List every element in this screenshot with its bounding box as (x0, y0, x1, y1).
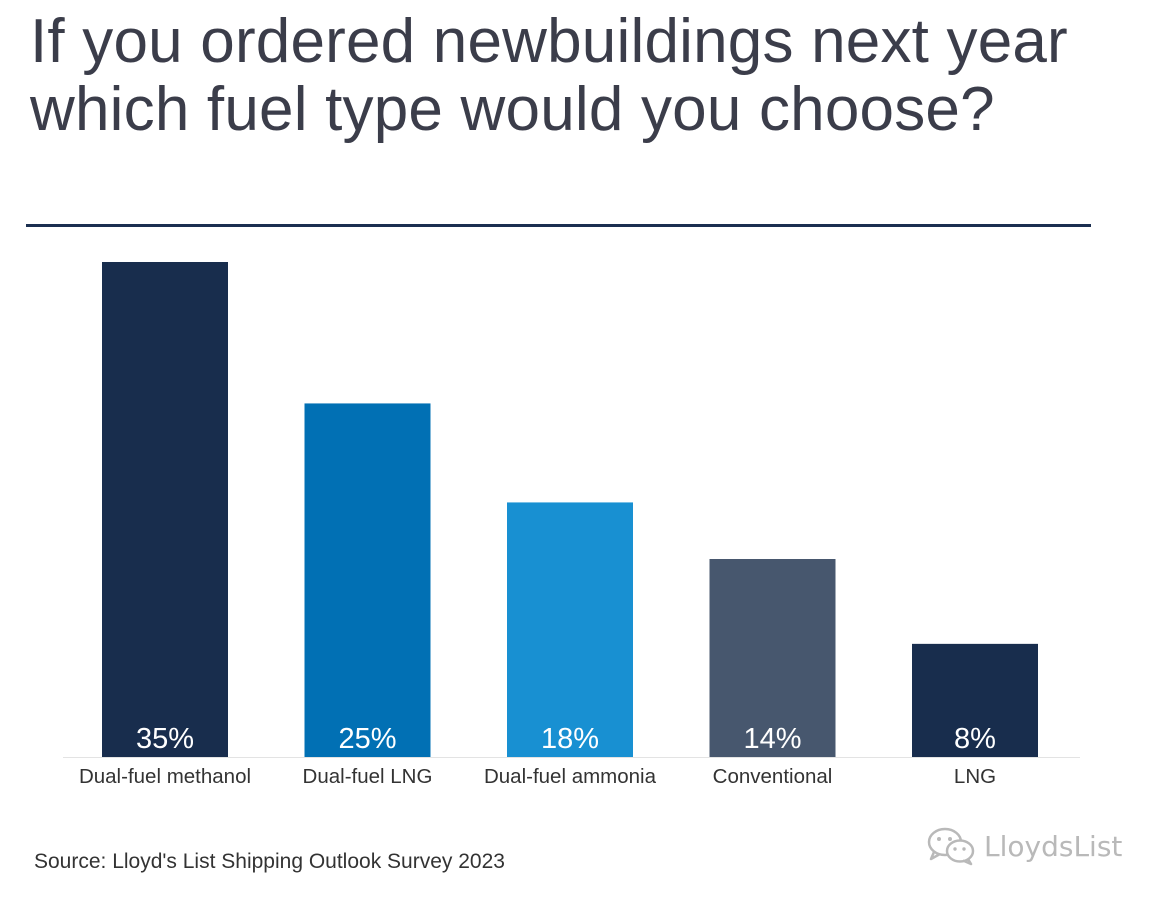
chart-title: If you ordered newbuildings next year wh… (30, 7, 1068, 144)
bar-dual-fuel-methanol (102, 262, 228, 757)
bar-dual-fuel-ammonia (507, 502, 633, 757)
bar-value-label: 25% (338, 723, 396, 755)
bar-conventional (709, 559, 836, 757)
category-tick-label: Dual-fuel methanol (79, 765, 251, 788)
bar-value-label: 35% (136, 723, 194, 755)
category-tick-label: Dual-fuel ammonia (484, 765, 657, 788)
source-note: Source: Lloyd's List Shipping Outlook Su… (34, 850, 505, 873)
watermark: LloydsList (926, 826, 1122, 866)
bar-value-label: 8% (954, 723, 996, 755)
wechat-icon (927, 827, 975, 866)
bar-lng (912, 643, 1038, 757)
title-divider (26, 224, 1091, 227)
category-tick-label: Conventional (713, 765, 833, 788)
bar-value-label: 18% (541, 723, 599, 755)
bar-value-label: 14% (743, 723, 801, 755)
watermark-text: LloydsList (984, 829, 1123, 863)
category-tick-label: Dual-fuel LNG (303, 765, 433, 788)
bar-dual-fuel-lng (304, 403, 431, 757)
category-tick-label: LNG (954, 765, 996, 788)
